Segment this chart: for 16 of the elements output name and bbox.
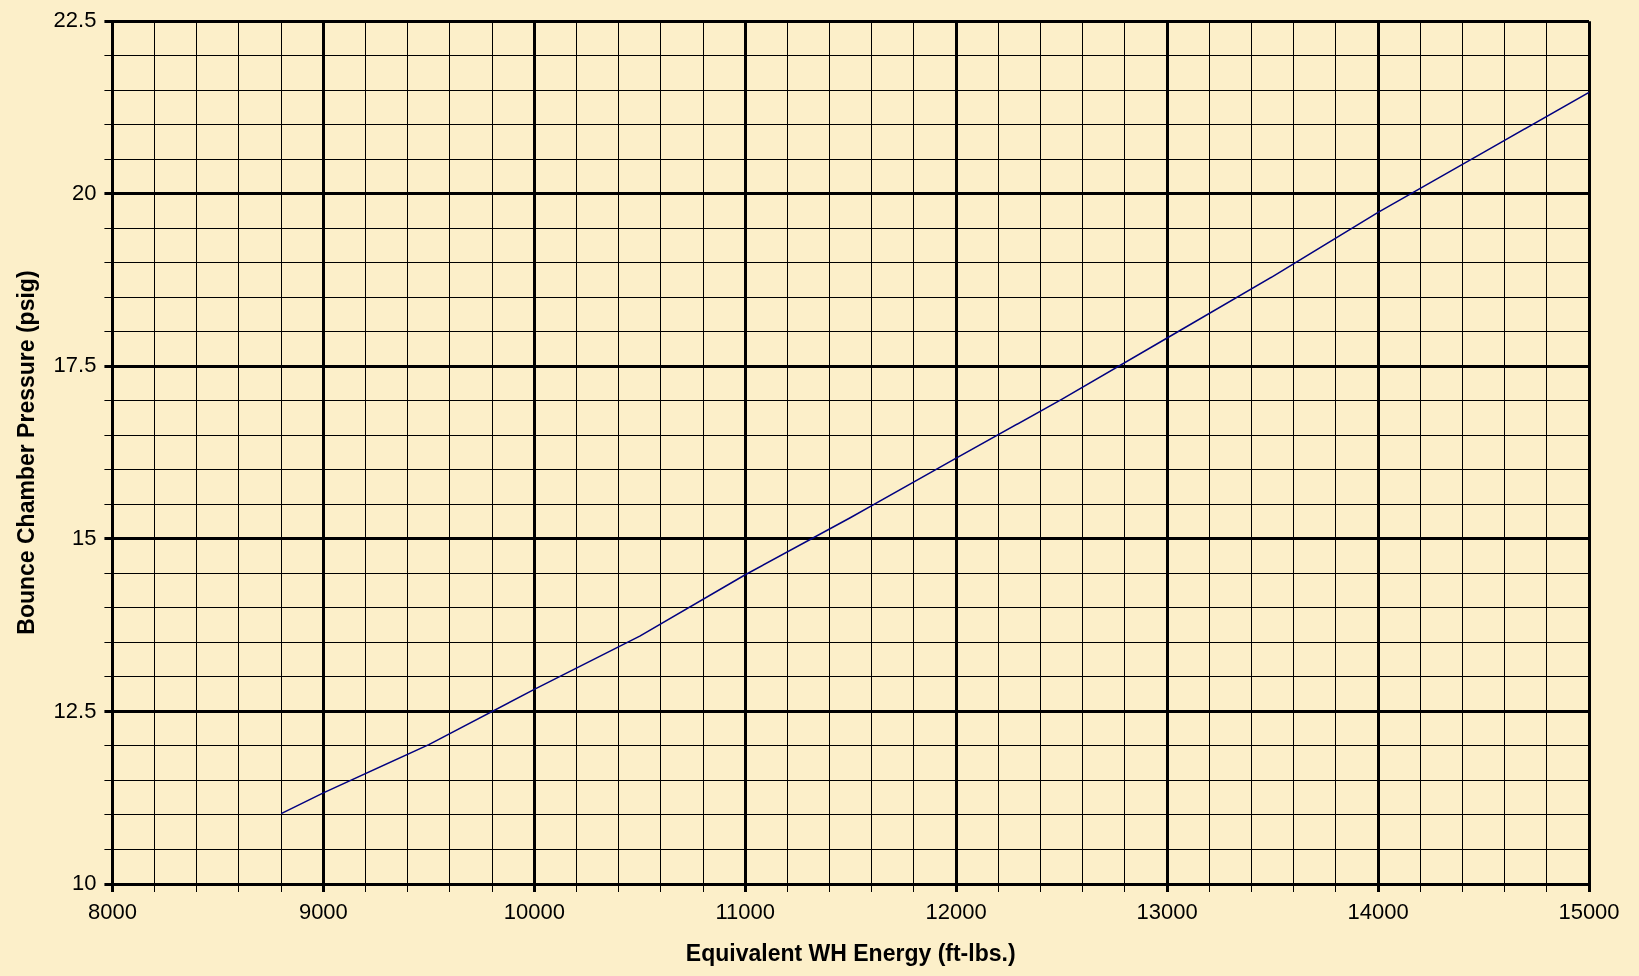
y-tick-label: 12.5 (53, 697, 97, 723)
x-axis-title: Equivalent WH Energy (ft-lbs.) (685, 939, 1016, 966)
x-tick-label: 12000 (925, 899, 987, 925)
x-tick-label: 8000 (87, 899, 137, 925)
y-tick-label: 15 (71, 524, 97, 550)
x-tick-label: 13000 (1136, 899, 1198, 925)
y-tick-label: 10 (71, 870, 97, 896)
x-tick-label: 10000 (503, 899, 565, 925)
y-tick-label: 17.5 (53, 352, 97, 378)
y-tick-label: 22.5 (53, 7, 97, 33)
y-axis-title: Bounce Chamber Pressure (psig) (13, 270, 40, 635)
x-tick-label: 15000 (1558, 899, 1620, 925)
x-tick-label: 9000 (298, 899, 348, 925)
x-tick-label: 14000 (1347, 899, 1409, 925)
x-tick-label: 11000 (715, 899, 776, 925)
y-tick-label: 20 (71, 179, 97, 205)
